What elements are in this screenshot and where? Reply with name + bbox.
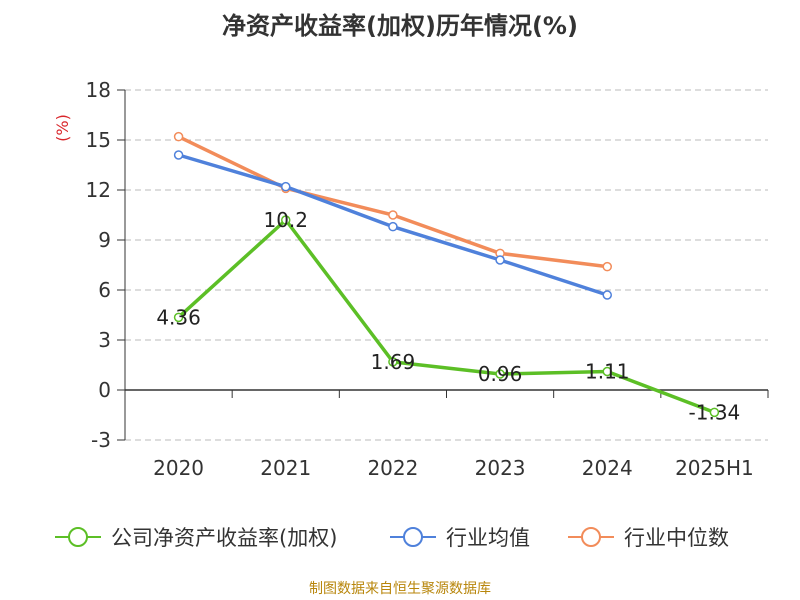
source-note: 制图数据来自恒生聚源数据库	[309, 581, 491, 597]
y-tick-label: -3	[91, 428, 111, 452]
y-tick-label: 6	[98, 278, 111, 302]
series-point	[602, 290, 612, 300]
data-labels: 4.36 10.2 1.69 0.96 1.11 -1.34	[156, 208, 740, 424]
data-label: 10.2	[263, 208, 308, 232]
y-tick-label: 12	[86, 178, 111, 202]
series-point	[495, 369, 505, 379]
x-tick-label: 2022	[367, 456, 418, 480]
data-label: 1.69	[371, 350, 416, 374]
legend-item: 公司净资产收益率(加权)	[55, 526, 337, 550]
data-label: 4.36	[156, 305, 201, 329]
series-point	[388, 357, 398, 367]
series-point	[281, 181, 291, 192]
series-point	[709, 407, 720, 418]
legend-marker	[403, 527, 423, 547]
x-tick-label: 2025H1	[675, 456, 754, 480]
x-tick-label: 2020	[153, 456, 204, 480]
legend-label: 行业中位数	[624, 526, 729, 550]
series-point	[173, 150, 184, 160]
data-label: 0.96	[478, 362, 523, 386]
series-lines	[173, 131, 720, 418]
data-label: 1.11	[585, 360, 630, 384]
series-point	[602, 366, 612, 377]
x-tick-label: 2024	[582, 456, 633, 480]
series-point	[173, 312, 184, 323]
legend-item: 行业中位数	[568, 526, 729, 550]
x-tick-label: 2021	[260, 456, 311, 480]
legend-marker	[68, 527, 88, 547]
series-point	[388, 210, 398, 220]
legend-marker	[581, 527, 601, 547]
series-point	[388, 221, 398, 232]
legend-label: 行业均值	[446, 526, 530, 550]
series-point	[173, 131, 184, 142]
y-tick-label: 3	[98, 328, 111, 352]
legend-label: 公司净资产收益率(加权)	[111, 526, 337, 550]
y-tick-label: 18	[86, 78, 111, 102]
data-label: -1.34	[689, 400, 741, 424]
legend-item: 行业均值	[390, 526, 530, 550]
x-tick-label: 2023	[475, 456, 526, 480]
series-line	[177, 135, 608, 269]
legend: 公司净资产收益率(加权) 行业均值 行业中位数	[55, 526, 729, 550]
series-point	[602, 261, 612, 272]
series-point	[495, 255, 505, 265]
y-tick-label: 9	[98, 228, 111, 252]
y-tick-label: 0	[98, 378, 111, 402]
chart-title: 净资产收益率(加权)历年情况(%)	[222, 12, 578, 40]
series-line	[177, 218, 716, 414]
y-tick-label: 15	[86, 128, 111, 152]
axes: -3 0 3 6 9 12 15 18 2020 2021 2022 2023 2024 2025H1 (%…	[53, 78, 769, 480]
grid-lines	[125, 89, 768, 441]
series-point	[281, 215, 291, 225]
y-axis-label: (%)	[53, 114, 72, 142]
